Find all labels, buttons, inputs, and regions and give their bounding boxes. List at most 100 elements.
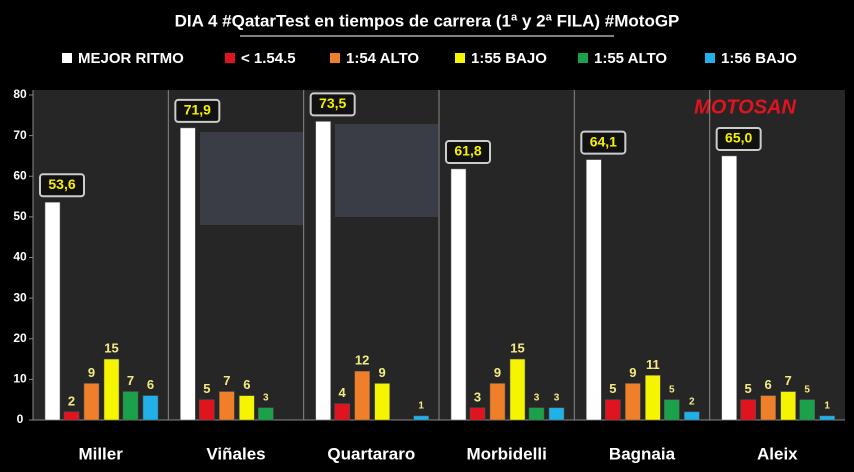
value-label: 6 (243, 377, 250, 392)
value-label: 9 (88, 365, 95, 380)
value-label: 7 (785, 373, 792, 388)
bar (760, 395, 776, 421)
value-label: 15 (510, 341, 524, 356)
legend-swatch (330, 53, 340, 63)
value-label-box (309, 92, 356, 117)
rider-photo (335, 124, 438, 217)
legend-label: 1:54 ALTO (346, 50, 419, 67)
bar (44, 202, 61, 421)
value-label: 2 (689, 397, 695, 408)
value-label: 3 (263, 392, 269, 403)
bar (625, 383, 641, 421)
value-label: 5 (745, 381, 752, 396)
value-label: 71,9 (184, 102, 211, 118)
bar (142, 395, 159, 421)
y-tick-label: 20 (13, 331, 27, 345)
legend-label: 1:56 BAJO (721, 50, 797, 67)
bar (258, 407, 274, 421)
value-label: 5 (203, 381, 210, 396)
value-label: 9 (494, 365, 501, 380)
legend-label: < 1.54.5 (241, 50, 296, 67)
value-label-box (445, 139, 491, 164)
legend-swatch (578, 53, 588, 63)
legend-swatch (225, 53, 235, 63)
value-label: 3 (534, 392, 540, 403)
bar (103, 358, 120, 421)
value-label-box (39, 173, 85, 198)
y-tick-label: 0 (17, 412, 24, 426)
bar (548, 407, 565, 421)
bar (83, 383, 100, 421)
legend-swatch (455, 53, 465, 63)
value-label-box (580, 130, 627, 155)
bar (122, 391, 139, 421)
logo: MOTOSAN (694, 96, 796, 118)
bar (819, 415, 835, 421)
bar (199, 399, 215, 421)
bar (63, 411, 80, 421)
y-tick-label: 10 (13, 372, 27, 386)
value-label: 5 (669, 384, 675, 395)
legend-swatch (62, 53, 72, 63)
bar (509, 358, 526, 421)
value-label: 9 (379, 365, 386, 380)
value-label: 3 (474, 389, 481, 404)
value-label: 2 (68, 393, 75, 408)
bar (334, 403, 350, 421)
y-tick-label: 80 (13, 87, 27, 101)
chart-title: DIA 4 #QatarTest en tiempos de carrera (… (175, 11, 680, 30)
y-tick-label: 30 (13, 290, 27, 304)
y-tick-label: 70 (13, 128, 27, 142)
bar (684, 411, 700, 421)
value-label: 6 (765, 377, 772, 392)
x-tick-label: Morbidelli (467, 444, 547, 463)
value-label-box (715, 126, 762, 151)
y-tick-label: 40 (13, 250, 27, 264)
x-tick-label: Miller (78, 444, 123, 463)
value-label: 7 (127, 373, 134, 388)
value-label: 15 (104, 341, 118, 356)
bar (528, 407, 545, 421)
bar (664, 399, 680, 421)
x-tick-label: Bagnaia (609, 444, 676, 463)
bar (780, 391, 796, 421)
legend-label: 1:55 ALTO (594, 50, 667, 67)
y-tick-label: 60 (13, 168, 27, 182)
value-label: 9 (629, 365, 636, 380)
rider-photo (200, 132, 303, 225)
bar (219, 391, 235, 421)
value-label: 4 (339, 385, 347, 400)
value-label: 53,6 (48, 176, 75, 192)
value-label: 61,8 (454, 143, 481, 159)
value-label: 6 (147, 377, 154, 392)
legend-label: MEJOR RITMO (78, 50, 184, 67)
value-label: 1 (824, 401, 830, 412)
value-label: 64,1 (590, 133, 617, 149)
value-label: 73,5 (319, 95, 346, 111)
x-tick-label: Aleix (757, 444, 798, 463)
bar (721, 155, 737, 421)
bar (799, 399, 815, 421)
bar (315, 121, 331, 421)
value-label: 7 (223, 373, 230, 388)
value-label: 5 (609, 381, 616, 396)
bar (354, 371, 370, 421)
legend-swatch (705, 53, 715, 63)
value-label: 3 (554, 392, 560, 403)
bar (740, 399, 756, 421)
value-label: 1 (418, 401, 424, 412)
bar (469, 407, 486, 421)
bar (489, 383, 506, 421)
bar (450, 168, 467, 421)
bar (374, 383, 390, 421)
x-tick-label: Viñales (206, 444, 265, 463)
value-label: 5 (804, 384, 810, 395)
y-tick-label: 50 (13, 209, 27, 223)
x-tick-label: Quartararo (327, 444, 415, 463)
bar (239, 395, 255, 421)
legend-label: 1:55 BAJO (471, 50, 547, 67)
value-label: 65,0 (725, 130, 752, 146)
value-label-box (174, 98, 221, 123)
bar (645, 375, 661, 421)
